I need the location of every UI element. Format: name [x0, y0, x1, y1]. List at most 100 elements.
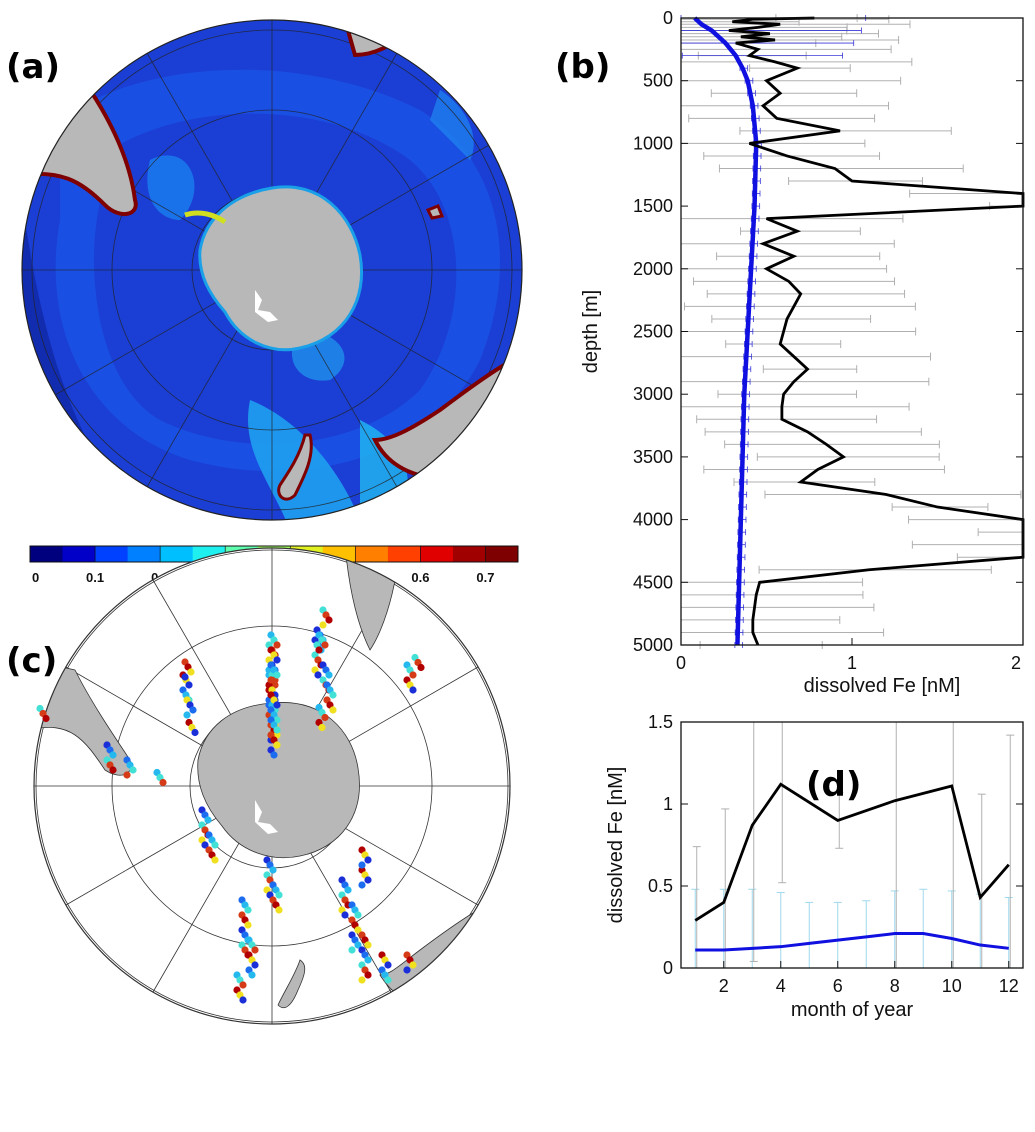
station-dot: [191, 728, 199, 737]
station-dots: [36, 606, 425, 1004]
map-c-boundary: [33, 547, 511, 1025]
station-dot: [314, 671, 322, 679]
station-dot: [273, 741, 281, 749]
station-dot: [325, 616, 333, 624]
y-tick-label: 0: [663, 8, 673, 28]
panel-d-y-axis-label: dissolved Fe [nM]: [605, 767, 627, 924]
map-a-boundary: [21, 19, 523, 521]
station-dot: [183, 711, 191, 719]
station-dot: [364, 876, 372, 884]
panel-b-errorbars: [680, 14, 1024, 649]
station-dot: [417, 663, 425, 672]
panel-d-x-ticks: 2 4 6 8 10 12: [719, 961, 1019, 996]
station-dot: [239, 996, 247, 1004]
station-dot: [354, 926, 362, 934]
colorbar-swatch: [95, 546, 129, 562]
station-dot: [267, 676, 275, 684]
station-dot: [109, 766, 117, 774]
station-dot: [129, 766, 137, 774]
station-dot: [384, 961, 392, 969]
station-dot: [409, 961, 417, 969]
panel-d-axes-frame: [680, 721, 1024, 969]
station-dot: [181, 673, 189, 681]
y-tick-label: 500: [643, 71, 673, 91]
station-dot: [409, 686, 417, 694]
station-dot: [358, 881, 366, 889]
colorbar-swatch: [387, 546, 421, 562]
colorbar-swatch: [420, 546, 454, 562]
station-dot: [275, 891, 283, 899]
station-dot: [273, 726, 281, 734]
station-dot: [273, 641, 281, 649]
colorbar-swatch: [160, 546, 194, 562]
panel-label-a: (a): [6, 47, 60, 87]
colorbar-tick-label: 0.1: [86, 570, 104, 585]
colorbar-swatch: [452, 546, 486, 562]
panel-b-y-axis-label: depth [m]: [580, 290, 602, 373]
station-dot: [239, 981, 247, 989]
station-dot: [403, 966, 411, 974]
station-dot: [273, 656, 281, 664]
station-dot: [251, 946, 259, 954]
station-dot: [159, 778, 167, 787]
station-dot: [211, 841, 219, 849]
station-dot: [364, 956, 372, 964]
colorbar-tick-label: 0: [32, 570, 39, 585]
station-dot: [185, 681, 193, 689]
station-dot: [269, 866, 277, 874]
map-a-field: [22, 20, 522, 520]
map-c-field: [34, 548, 510, 1024]
x-tick-label: 1: [847, 653, 857, 673]
model-seasonal-line: [695, 932, 1009, 952]
colorbar-swatch: [355, 546, 389, 562]
station-dot: [273, 671, 281, 679]
colorbar-tick-label: 0.6: [411, 570, 429, 585]
colorbar-swatch: [485, 546, 519, 562]
station-dot: [329, 691, 337, 699]
x-tick-label: 0: [676, 653, 686, 673]
panel-b-y-ticks: 0 500 1000 1500 2000 2500 3000 3500 4000 4500 5000: [633, 8, 1023, 655]
y-tick-label: 2000: [633, 259, 673, 279]
station-dot: [201, 841, 209, 849]
station-dot: [364, 856, 372, 864]
station-dot: [275, 906, 283, 914]
y-tick-label: 0.5: [648, 876, 673, 896]
panel-label-c: (c): [6, 641, 57, 681]
station-dot: [364, 941, 372, 949]
colorbar-swatch: [62, 546, 96, 562]
panel-label-d: (d): [806, 765, 861, 805]
station-dot: [248, 971, 256, 979]
station-dot: [123, 771, 131, 779]
station-dot: [409, 671, 417, 679]
y-tick-label: 1000: [633, 133, 673, 153]
station-dot: [244, 906, 252, 914]
observation-seasonal-line: [694, 782, 1010, 922]
station-dot: [358, 861, 366, 869]
station-dot: [354, 941, 362, 949]
station-dot: [321, 641, 329, 649]
station-dot: [315, 646, 323, 654]
station-dot: [354, 911, 362, 919]
colorbar-tick-label: 0.7: [476, 570, 494, 585]
y-tick-label: 1.5: [648, 712, 673, 732]
x-tick-label: 2: [1011, 653, 1021, 673]
station-dot: [325, 671, 333, 679]
colorbar-swatch: [127, 546, 161, 562]
station-dot: [344, 886, 352, 894]
station-dot: [42, 714, 50, 723]
x-tick-label: 12: [999, 976, 1019, 996]
colorbar-swatch: [30, 546, 64, 562]
station-dot: [204, 816, 212, 824]
y-tick-label: 1: [663, 794, 673, 814]
y-tick-label: 2500: [633, 322, 673, 342]
station-dot: [364, 971, 372, 979]
panel-d-seasonal: 0 0.5 1 1.5 2 4 6 8 10 12 dissolved Fe [nM] mont…: [605, 712, 1024, 1021]
panel-d-errorbars: [691, 721, 1015, 968]
station-dot: [348, 946, 356, 954]
station-dot: [109, 751, 117, 759]
y-tick-label: 3500: [633, 447, 673, 467]
y-tick-label: 0: [663, 958, 673, 978]
station-dot: [321, 713, 329, 722]
station-dot: [273, 701, 281, 709]
